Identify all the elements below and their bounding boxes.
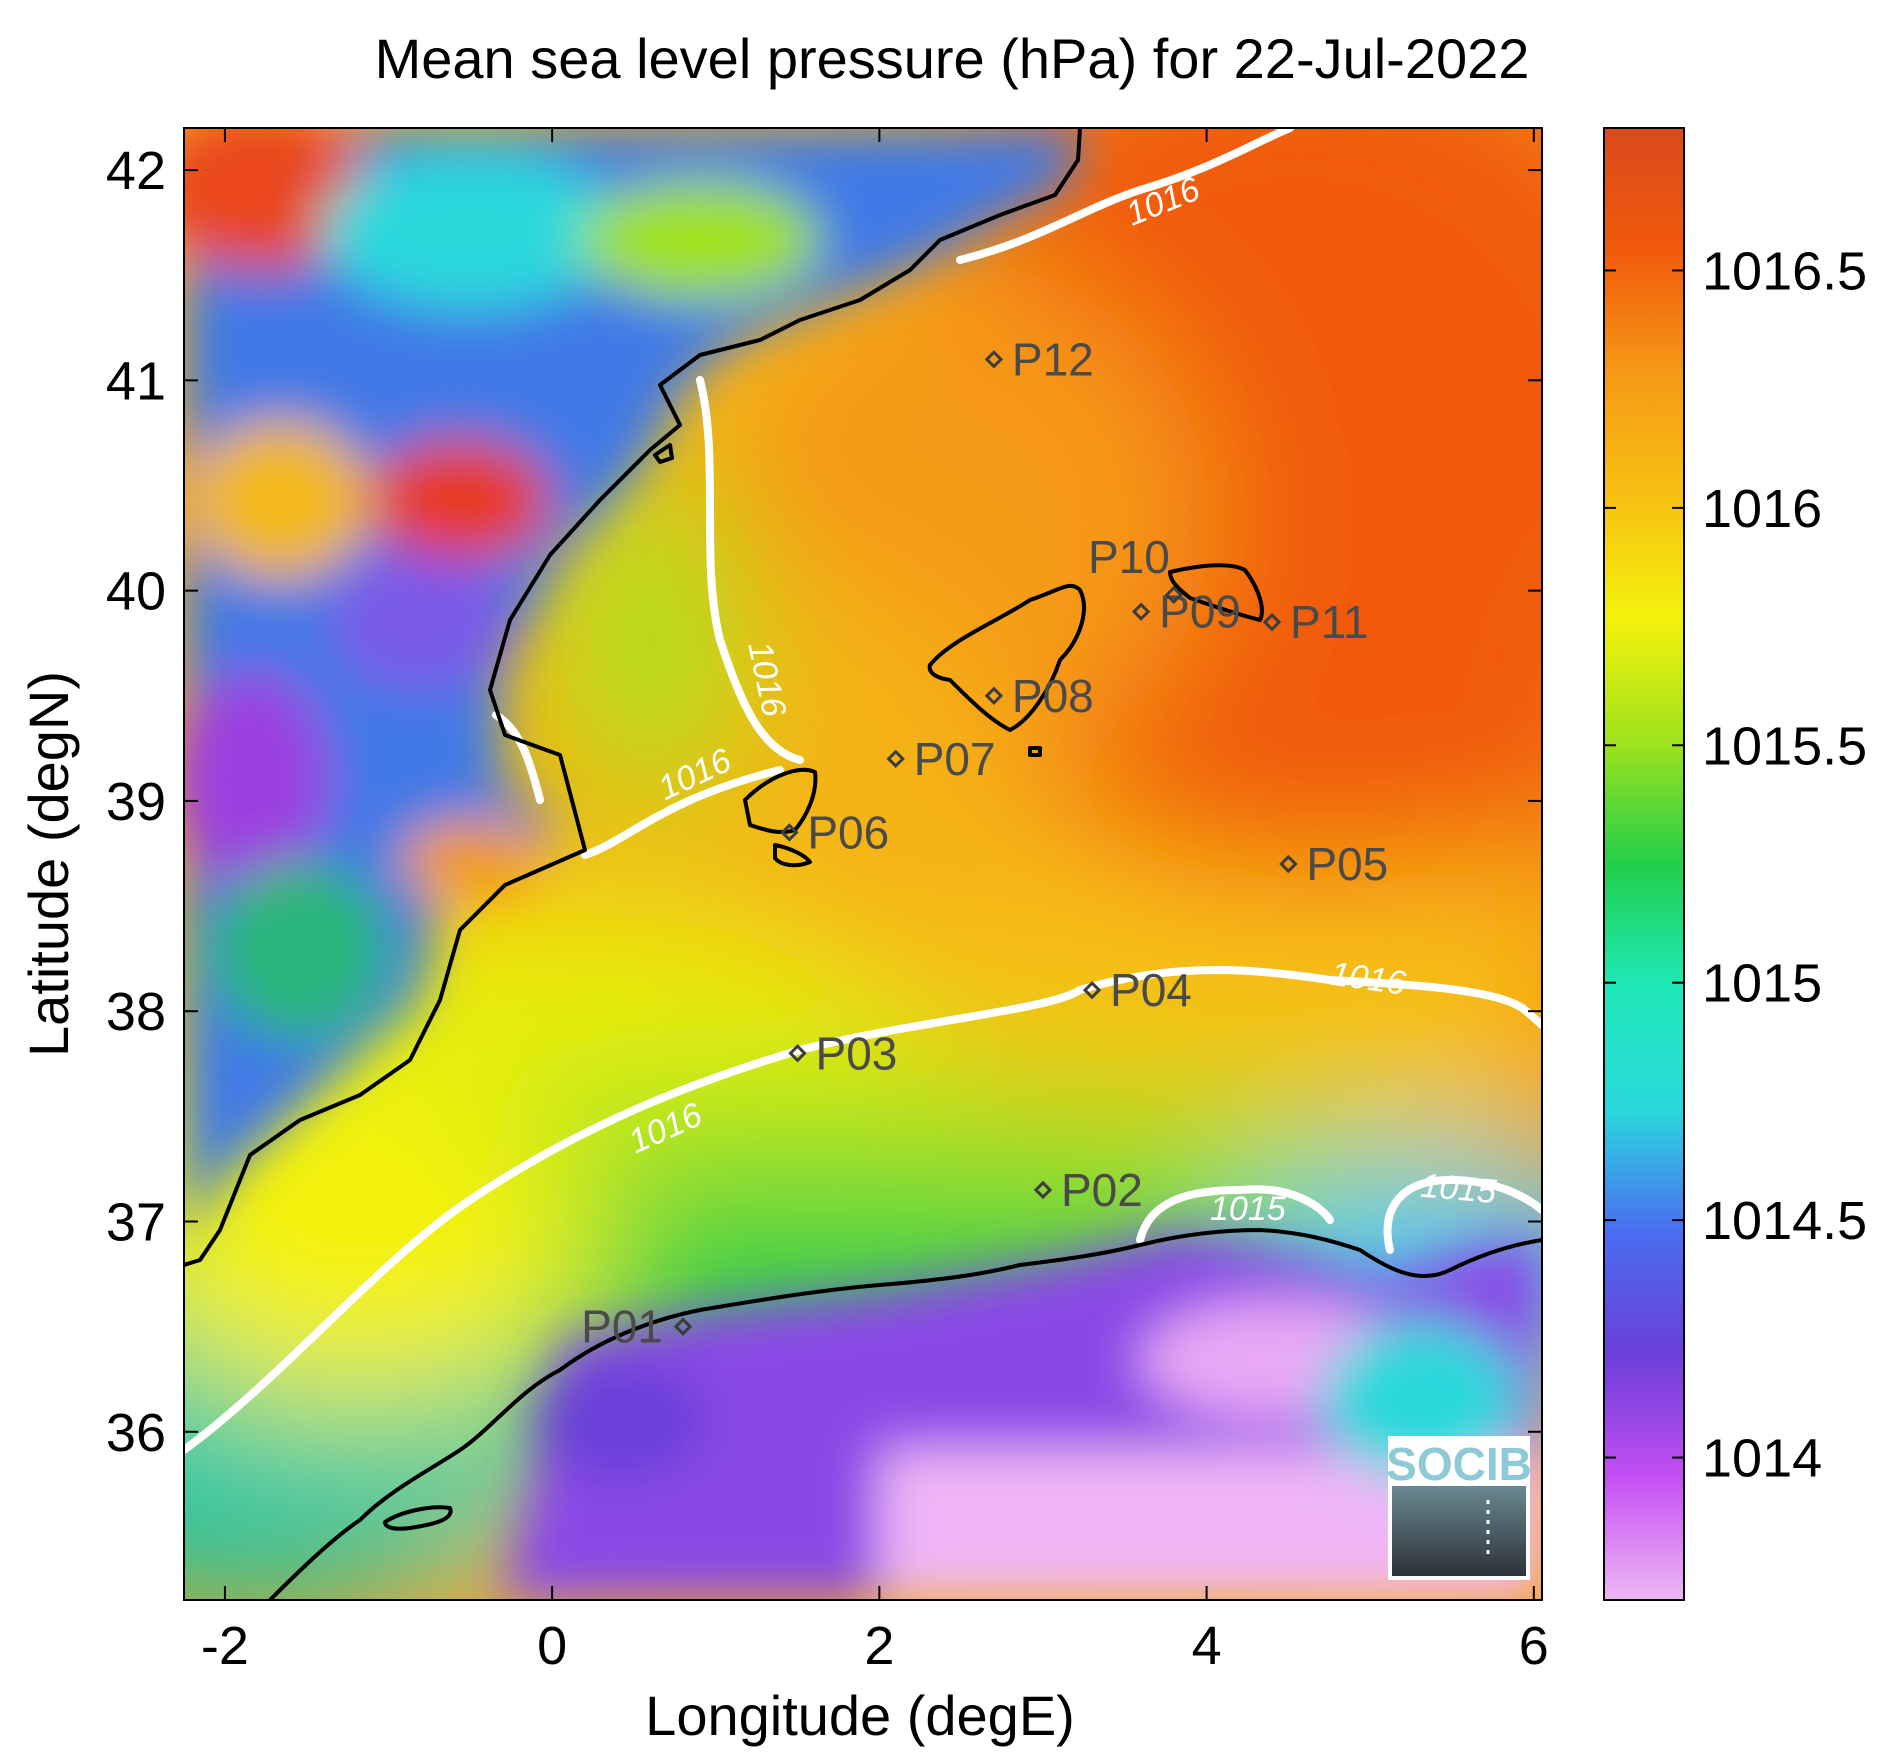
- contour-1016-south: [184, 966, 1542, 1454]
- station-marker: [1082, 980, 1102, 1000]
- x-tick-label: 2: [864, 1616, 894, 1676]
- colorbar-ticks: 1014 1014.5 1015 1015.5 1016 1016.5: [1604, 241, 1867, 1489]
- station-p09: P09: [1131, 586, 1241, 638]
- station-p12: P12: [984, 333, 1094, 385]
- y-tick-label: 40: [106, 562, 166, 622]
- station-marker: [1164, 585, 1184, 605]
- x-tick-label: 0: [537, 1616, 567, 1676]
- x-axis-label: Longitude (degE): [645, 1684, 1075, 1747]
- station-p06: P06: [780, 806, 889, 858]
- socib-logo: SOCIB: [1386, 1436, 1532, 1580]
- contour-1015-b: [1383, 1175, 1542, 1254]
- y-axis-label: Latitude (degN): [17, 671, 80, 1057]
- colorbar: 1014 1014.5 1015 1015.5 1016 1016.5: [1603, 127, 1867, 1601]
- station-label: P02: [1061, 1164, 1143, 1216]
- colorbar-tick-label: 1016.5: [1702, 241, 1867, 301]
- station-marker: [673, 1317, 693, 1336]
- y-tick-label: 42: [106, 141, 166, 201]
- coastline-menorca: [1168, 563, 1264, 622]
- station-marker: [984, 350, 1004, 369]
- colorbar-tick-label: 1014.5: [1702, 1191, 1867, 1251]
- svg-text:1015: 1015: [1210, 1190, 1286, 1228]
- contour-1016-north: [956, 128, 1294, 264]
- station-label: P01: [581, 1301, 663, 1353]
- coastline-ibiza: [743, 767, 818, 835]
- station-p08: P08: [984, 670, 1094, 722]
- station-label: P05: [1306, 838, 1388, 890]
- station-label: P07: [914, 733, 996, 785]
- station-label: P06: [807, 806, 889, 858]
- colorbar-tick-label: 1015.5: [1702, 716, 1867, 776]
- contour-1016-west: [696, 376, 804, 764]
- contour-1016-ibiza: [581, 766, 784, 859]
- colorbar-tick-label: 1015: [1702, 954, 1822, 1014]
- station-p02: P02: [1033, 1164, 1143, 1216]
- station-p04: P04: [1082, 964, 1192, 1016]
- contour-1016-coast: [492, 711, 544, 804]
- coastlines: [184, 128, 1542, 1600]
- contour-lines: [184, 128, 1542, 1454]
- coastline-iberia: [184, 128, 1082, 1267]
- station-label: P04: [1110, 964, 1192, 1016]
- x-tick-label: -2: [201, 1616, 249, 1676]
- chart-title: Mean sea level pressure (hPa) for 22-Jul…: [374, 27, 1530, 90]
- y-tick-label: 38: [106, 982, 166, 1042]
- station-p11: P11: [1262, 596, 1368, 648]
- station-marker: [780, 823, 799, 842]
- station-p10: P10: [1088, 531, 1184, 605]
- x-tick-label: 6: [1519, 1616, 1549, 1676]
- coastline-mallorca: [927, 583, 1086, 732]
- map-frame: [183, 127, 1543, 1601]
- station-marker: [1131, 602, 1151, 621]
- station-marker: [984, 686, 1004, 705]
- colorbar-bar: [1603, 127, 1685, 1601]
- station-label: P10: [1088, 531, 1170, 583]
- station-marker: [1279, 854, 1298, 874]
- pressure-field: 1016 1016 1016 1016 1016 1015 1015 SOCIB: [184, 128, 1542, 1600]
- coastline-ebro-delta: [653, 443, 674, 464]
- station-p05: P05: [1279, 838, 1388, 890]
- svg-text:1015: 1015: [1419, 1167, 1498, 1211]
- station-marker: [886, 749, 905, 769]
- station-marker: [1262, 612, 1282, 632]
- station-label: P12: [1012, 333, 1094, 385]
- station-label: P11: [1290, 596, 1368, 648]
- contour-1015-a: [1136, 1185, 1334, 1244]
- station-p01: P01: [581, 1301, 693, 1353]
- coastline-north-africa: [268, 1228, 1542, 1600]
- station-marker: [788, 1044, 807, 1063]
- coastline-cabrera: [1028, 746, 1042, 757]
- station-marker: [1033, 1180, 1053, 1200]
- y-tick-label: 36: [106, 1403, 166, 1463]
- station-label: P03: [816, 1027, 898, 1079]
- station-p07: P07: [886, 733, 996, 785]
- x-axis: -2 0 2 4 6: [201, 128, 1549, 1676]
- coastline-alboran-lake: [383, 1505, 453, 1531]
- station-label: P09: [1159, 586, 1241, 638]
- colorbar-tick-label: 1014: [1702, 1429, 1822, 1489]
- x-tick-label: 4: [1192, 1616, 1222, 1676]
- station-label: P08: [1012, 670, 1094, 722]
- station-p03: P03: [788, 1027, 898, 1079]
- svg-text:SOCIB: SOCIB: [1386, 1438, 1532, 1490]
- y-tick-label: 41: [106, 351, 166, 411]
- y-tick-label: 39: [106, 772, 166, 832]
- y-tick-label: 37: [106, 1192, 166, 1252]
- coastline-formentera: [773, 843, 812, 868]
- y-axis: 36 37 38 39 40 41 42: [106, 141, 1542, 1463]
- colorbar-tick-label: 1016: [1702, 479, 1822, 539]
